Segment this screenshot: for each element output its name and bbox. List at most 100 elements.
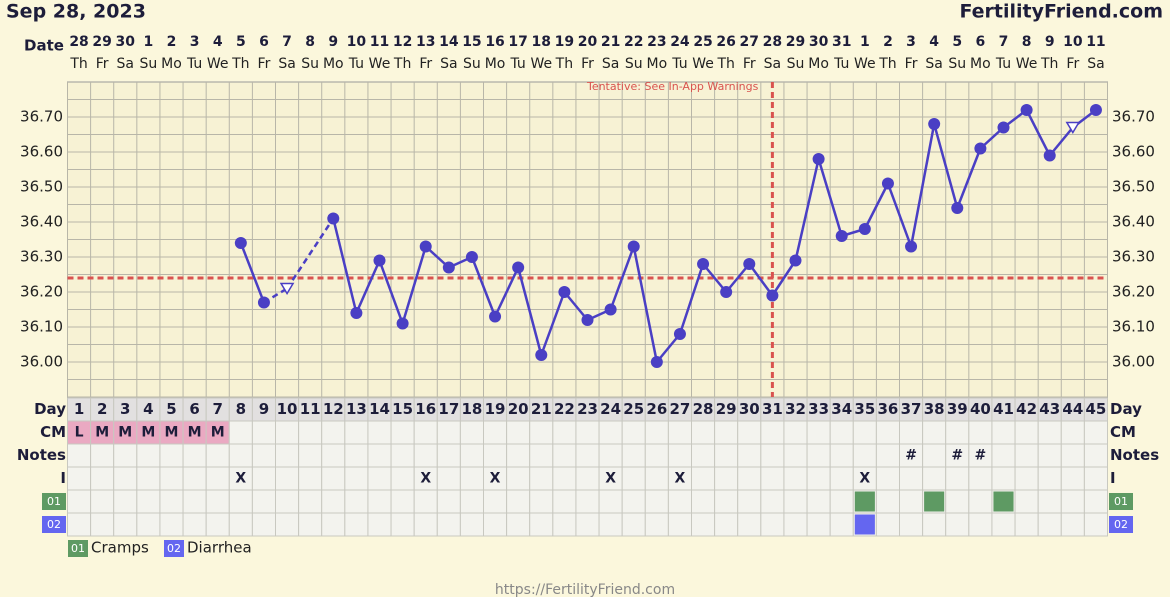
cell (552, 466, 577, 491)
temperature-segment (678, 263, 705, 335)
temperature-segment (886, 183, 913, 247)
cell (90, 466, 115, 491)
cell (483, 420, 508, 445)
day-label: 30 (739, 400, 760, 418)
cell (945, 512, 970, 537)
cell (760, 420, 785, 445)
day-label: 23 (577, 400, 598, 418)
cell (714, 489, 739, 514)
legend-code: 01 (71, 542, 85, 555)
date-label: 31 (832, 34, 851, 50)
cell (1060, 489, 1085, 514)
cell (136, 489, 161, 514)
cell (968, 489, 993, 514)
legend-label: Cramps (91, 539, 149, 557)
cell (182, 466, 207, 491)
row-label: CM (40, 423, 66, 441)
cell (945, 489, 970, 514)
cell (598, 443, 623, 468)
cell (436, 466, 461, 491)
weekday-label: Sa (602, 56, 619, 72)
cell (875, 443, 901, 468)
cell (783, 512, 808, 537)
cell (575, 466, 600, 491)
cell (529, 466, 554, 491)
cell (228, 489, 253, 514)
cell (113, 443, 138, 468)
date-label: 17 (508, 34, 527, 50)
temperature-point (1043, 149, 1056, 162)
day-label: 34 (831, 400, 852, 418)
date-label: 11 (370, 34, 389, 50)
day-label: 38 (924, 400, 945, 418)
intercourse-entry: X (490, 471, 501, 487)
cell (390, 443, 415, 468)
temperature-point (257, 296, 270, 309)
symptom-code-box-right (1109, 516, 1133, 533)
temperature-segment (239, 242, 266, 303)
temperature-point (720, 286, 733, 298)
cell (321, 420, 346, 445)
date-label: 19 (555, 34, 574, 50)
date-label: 26 (716, 34, 735, 50)
cell (806, 512, 831, 537)
temperature-point (234, 237, 247, 249)
date-label: 22 (624, 34, 643, 50)
temperature-segment (401, 246, 427, 324)
cell (275, 489, 300, 514)
weekday-label: Fr (905, 56, 918, 72)
cell (228, 443, 253, 468)
weekday-label: Sa (278, 56, 295, 72)
date-label: 14 (439, 34, 459, 50)
weekday-label: Sa (1087, 56, 1104, 72)
cm-entry: M (141, 425, 155, 441)
temperature-segment (632, 246, 659, 363)
temperature-segment (794, 158, 820, 261)
date-label: 18 (532, 34, 551, 50)
cell (575, 512, 600, 537)
day-label: 40 (970, 400, 991, 418)
cell (136, 443, 161, 468)
cell (691, 420, 716, 445)
cell (228, 420, 253, 445)
y-tick-label-right: 36.40 (1112, 213, 1155, 231)
weekday-label: Mo (808, 56, 829, 72)
day-label: 12 (323, 400, 344, 418)
cell (1083, 489, 1109, 514)
day-label: 1 (74, 400, 84, 418)
cell (945, 466, 970, 491)
temperature-point (535, 349, 548, 361)
weekday-label: Th (393, 56, 411, 72)
cell (390, 420, 415, 445)
temperature-point (974, 142, 987, 155)
weekday-label: We (692, 56, 714, 72)
temperature-segment (748, 263, 774, 297)
temperature-point (627, 240, 640, 253)
cell (67, 489, 92, 514)
weekday-label: We (1016, 56, 1038, 72)
weekday-label: Fr (1066, 56, 1079, 72)
weekday-label: Fr (258, 56, 271, 72)
cell (483, 489, 508, 514)
cell (529, 489, 554, 514)
day-label: 27 (670, 400, 691, 418)
temperature-segment (540, 291, 566, 356)
temperature-segment (702, 263, 728, 293)
cell (691, 512, 716, 537)
row-label-right: Notes (1110, 446, 1159, 464)
notes-entry: # (905, 448, 917, 464)
y-tick-label: 36.00 (20, 353, 63, 371)
temperature-point (373, 254, 386, 267)
y-tick-label-right: 36.60 (1112, 143, 1155, 161)
day-label: 36 (878, 400, 899, 418)
cell (922, 443, 947, 468)
cell (1014, 443, 1039, 468)
date-label: 16 (485, 34, 504, 50)
cell (344, 489, 369, 514)
weekday-label: Mo (161, 56, 182, 72)
y-tick-label: 36.20 (20, 283, 63, 301)
date-label: 2 (883, 34, 893, 50)
weekday-label: Su (463, 56, 481, 72)
brand: FertilityFriend.com (959, 1, 1163, 23)
symptom-code: 01 (47, 495, 61, 508)
